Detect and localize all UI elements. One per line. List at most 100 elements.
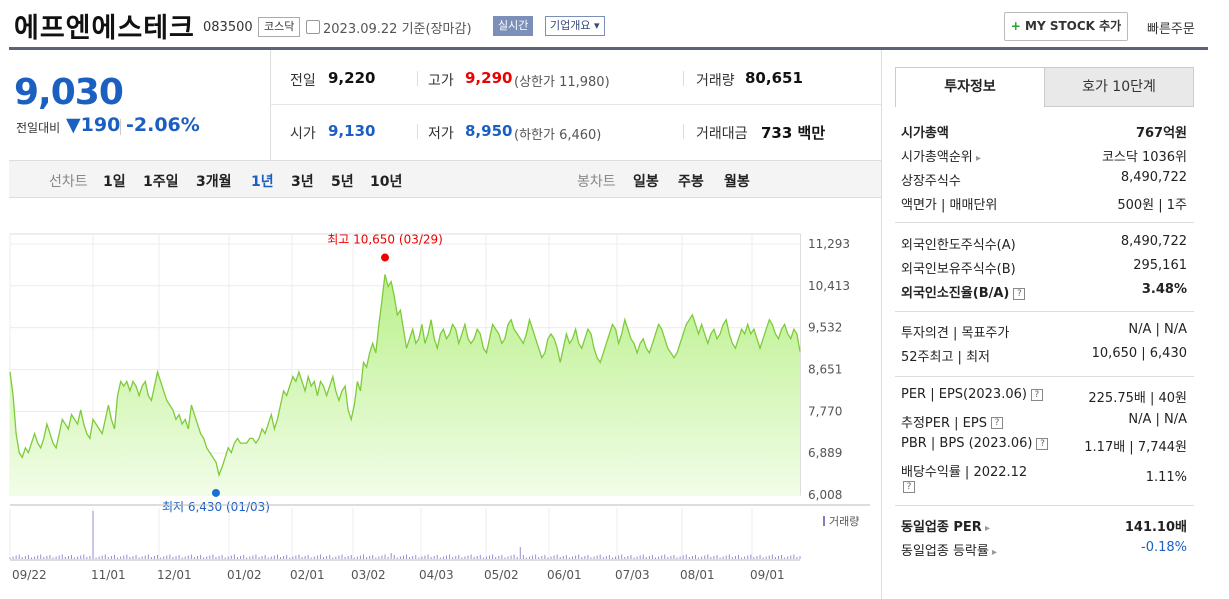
info-label-text: PER | EPS(2023.06) bbox=[901, 387, 1027, 402]
x-tick-label: 11/01 bbox=[91, 568, 126, 582]
info-value: 141.10배 bbox=[1124, 520, 1187, 535]
volume-legend-label: 거래량 bbox=[829, 515, 859, 528]
info-value: 8,490,722 bbox=[1120, 234, 1187, 249]
tab-1d[interactable]: 1일 bbox=[103, 174, 126, 190]
info-value: 225.75배 | 40원 bbox=[1088, 391, 1187, 406]
right-panel bbox=[881, 50, 1208, 599]
tab-1w[interactable]: 1주일 bbox=[143, 174, 179, 190]
tab-3m[interactable]: 3개월 bbox=[196, 174, 232, 190]
header-divider bbox=[9, 47, 1208, 50]
info-value: 1.17배 | 7,744원 bbox=[1084, 440, 1187, 455]
divider bbox=[683, 71, 684, 86]
volume-label: 거래량 bbox=[696, 73, 735, 89]
info-label: PER | EPS(2023.06)? bbox=[901, 387, 1043, 402]
change-percent: -2.06% bbox=[126, 114, 200, 136]
info-label: 외국인소진율(B/A)? bbox=[901, 282, 1026, 301]
my-stock-label: MY STOCK 추가 bbox=[1025, 19, 1122, 33]
max-marker bbox=[381, 253, 390, 262]
y-tick-label: 8,651 bbox=[808, 362, 842, 376]
divider bbox=[120, 119, 121, 135]
chevron-down-icon: ▾ bbox=[593, 19, 600, 32]
help-icon[interactable]: ? bbox=[1030, 388, 1043, 401]
divider bbox=[895, 376, 1194, 377]
min-marker bbox=[211, 488, 220, 497]
arrow-right-icon[interactable]: ▸ bbox=[988, 547, 998, 558]
plus-icon: + bbox=[1010, 19, 1021, 33]
tab-hoga-10[interactable]: 호가 10단계 bbox=[1044, 67, 1194, 107]
x-tick-label: 01/02 bbox=[227, 568, 262, 582]
y-tick-label: 10,413 bbox=[808, 279, 850, 293]
tab-monthly[interactable]: 월봉 bbox=[724, 174, 750, 190]
info-value: 10,650 | 6,430 bbox=[1091, 346, 1187, 361]
help-icon[interactable]: ? bbox=[1036, 437, 1049, 450]
info-label: 외국인한도주식수(A) bbox=[901, 234, 1016, 253]
tab-daily[interactable]: 일봉 bbox=[633, 174, 659, 190]
trade-amount-number: 733 bbox=[761, 124, 793, 142]
info-label-text: 외국인보유주식수(B) bbox=[901, 262, 1016, 277]
x-tick-label: 02/01 bbox=[290, 568, 325, 582]
info-value: 1.11% bbox=[1145, 469, 1187, 485]
quick-order-link[interactable]: 빠른주문 bbox=[1147, 22, 1195, 37]
line-chart-label: 선차트 bbox=[49, 174, 88, 190]
info-value: N/A | N/A bbox=[1128, 411, 1187, 427]
help-icon[interactable]: ? bbox=[990, 417, 1003, 429]
divider bbox=[683, 124, 684, 139]
y-tick-label: 7,770 bbox=[808, 404, 842, 418]
divider bbox=[270, 104, 881, 105]
max-label: 최고 10,650 (03/29) bbox=[327, 233, 443, 247]
price-chart: 11,293 10,413 9,532 8,651 7,770 6,889 6,008 09/… bbox=[9, 233, 870, 582]
upper-limit: (상한가 11,980) bbox=[514, 75, 610, 90]
arrow-right-icon[interactable]: ▸ bbox=[972, 153, 981, 164]
info-label: 동일업종 등락률 ▸ bbox=[901, 540, 997, 559]
info-value: N/A | N/A bbox=[1128, 322, 1187, 337]
info-label-text: PBR | BPS (2023.06) bbox=[901, 436, 1033, 451]
info-label: 시가총액 bbox=[901, 122, 949, 141]
realtime-button[interactable]: 실시간 bbox=[493, 16, 534, 36]
divider bbox=[895, 505, 1194, 506]
my-stock-add-button[interactable]: + MY STOCK 추가 bbox=[1004, 12, 1128, 41]
trade-amount-value: 733 백만 bbox=[761, 122, 825, 143]
trade-amount-unit: 백만 bbox=[797, 124, 826, 142]
change-value: ▼190 bbox=[66, 114, 120, 136]
x-tick-label: 07/03 bbox=[615, 568, 650, 582]
divider bbox=[417, 124, 418, 139]
info-label: 시가총액순위 ▸ bbox=[901, 146, 981, 165]
divider bbox=[895, 222, 1194, 223]
info-label: 배당수익률 | 2022.12? bbox=[901, 461, 1027, 495]
tab-invest-info[interactable]: 투자정보 bbox=[895, 67, 1045, 107]
info-label: 52주최고 | 최저 bbox=[901, 346, 990, 365]
y-tick-label: 6,889 bbox=[808, 446, 842, 460]
date-text: 2023.09.22 기준(장마감) bbox=[323, 18, 472, 37]
info-value: 295,161 bbox=[1133, 258, 1187, 273]
info-label: 추정PER | EPS? bbox=[901, 412, 1003, 431]
info-label: 액면가 | 매매단위 bbox=[901, 194, 997, 213]
info-label-text: 시가총액순위 bbox=[901, 150, 973, 165]
lower-limit: (하한가 6,460) bbox=[514, 128, 602, 143]
tab-10y[interactable]: 10년 bbox=[370, 174, 403, 190]
tab-5y[interactable]: 5년 bbox=[331, 174, 354, 190]
arrow-right-icon[interactable]: ▸ bbox=[981, 523, 990, 534]
tab-3y[interactable]: 3년 bbox=[291, 174, 314, 190]
price-area bbox=[10, 274, 800, 495]
tab-1y[interactable]: 1년 bbox=[251, 174, 274, 190]
chart-tabs-bar: 선차트 1일 1주일 3개월 1년 3년 5년 10년 봉차트 일봉 주봉 월봉 bbox=[9, 160, 881, 198]
x-tick-label: 09/01 bbox=[750, 568, 785, 582]
info-label: 투자의견 | 목표주가 bbox=[901, 322, 1009, 341]
volume-legend-swatch bbox=[823, 516, 825, 526]
high-label: 고가 bbox=[428, 73, 454, 89]
stock-name: 에프엔에스테크 bbox=[14, 13, 195, 44]
info-label-text: 투자의견 | 목표주가 bbox=[901, 326, 1010, 341]
info-label-text: 배당수익률 | 2022.12 bbox=[901, 464, 1028, 480]
low-value: 8,950 bbox=[465, 122, 513, 140]
change-label: 전일대비 bbox=[16, 121, 61, 135]
info-value: 코스닥 1036위 bbox=[1101, 150, 1187, 165]
down-arrow-icon: ▼ bbox=[66, 114, 81, 136]
date-value: 2023.09.22 bbox=[323, 22, 398, 37]
price-line bbox=[9, 274, 801, 478]
help-icon[interactable]: ? bbox=[1013, 287, 1026, 300]
help-icon[interactable]: ? bbox=[903, 481, 915, 493]
divider bbox=[417, 71, 418, 86]
company-info-dropdown[interactable]: 기업개요 ▾ bbox=[545, 16, 605, 36]
candle-chart-label: 봉차트 bbox=[577, 174, 616, 190]
tab-weekly[interactable]: 주봉 bbox=[678, 174, 704, 190]
